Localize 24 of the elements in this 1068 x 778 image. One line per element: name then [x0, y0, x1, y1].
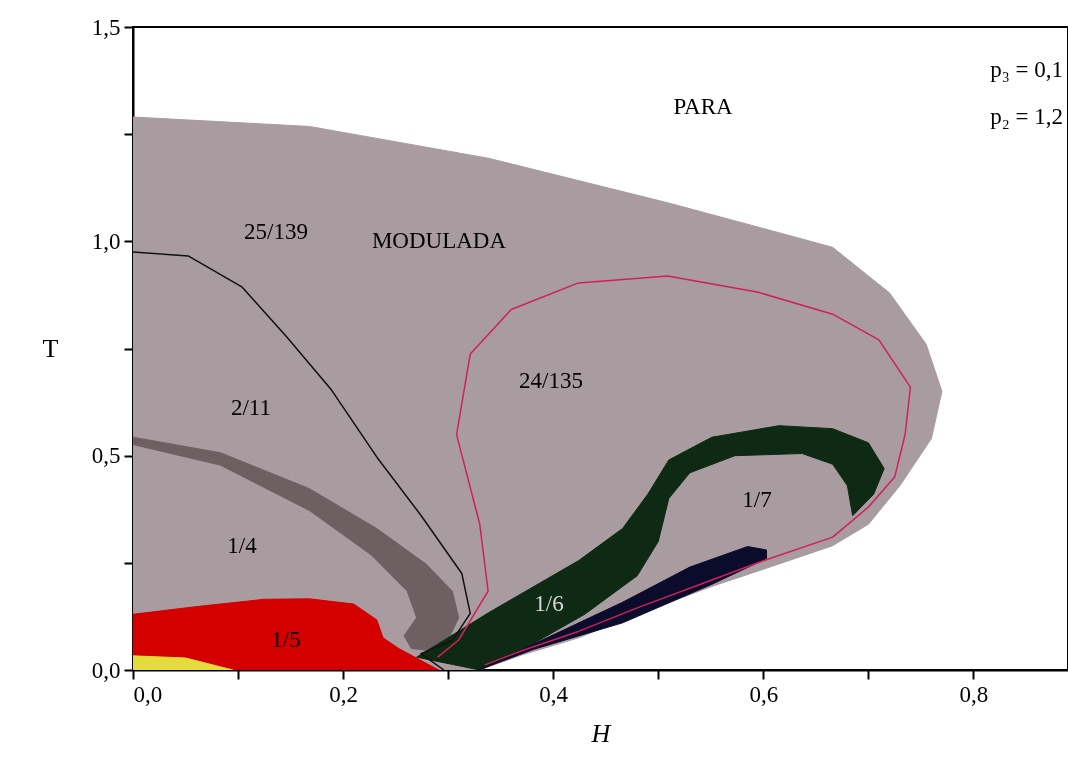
line-series	[436, 275, 912, 666]
x-tick-label: 0,6	[749, 681, 779, 707]
series-label: 1/5	[271, 627, 301, 652]
annotation: 1/7	[742, 487, 772, 512]
annotation: 24/135	[519, 368, 583, 393]
annotation: p₃ = 0,1	[990, 57, 1063, 82]
series-label: 1/6	[534, 591, 564, 616]
annotation: 2/11	[230, 395, 272, 420]
x-tick-label: 0,8	[959, 681, 989, 707]
y-axis-title: T	[42, 334, 59, 363]
x-tick-label: 0,4	[539, 681, 569, 707]
series-label: 25/139	[244, 219, 308, 244]
annotation: PARA	[673, 94, 734, 119]
x-tick-label: 0,0	[133, 681, 163, 707]
annotation: 1/4	[227, 533, 258, 558]
annotation: p₂ = 1,2	[990, 104, 1063, 129]
line-series	[133, 251, 471, 670]
series-label: MODULADA	[371, 228, 507, 253]
x-axis-title: H	[590, 718, 612, 748]
y-tick-label: 0,0	[91, 657, 121, 683]
x-tick-label: 0,2	[329, 681, 358, 707]
y-tick-label: 1,5	[91, 14, 121, 40]
y-tick-label: 1,0	[91, 228, 121, 254]
y-tick-label: 0,5	[91, 443, 121, 469]
